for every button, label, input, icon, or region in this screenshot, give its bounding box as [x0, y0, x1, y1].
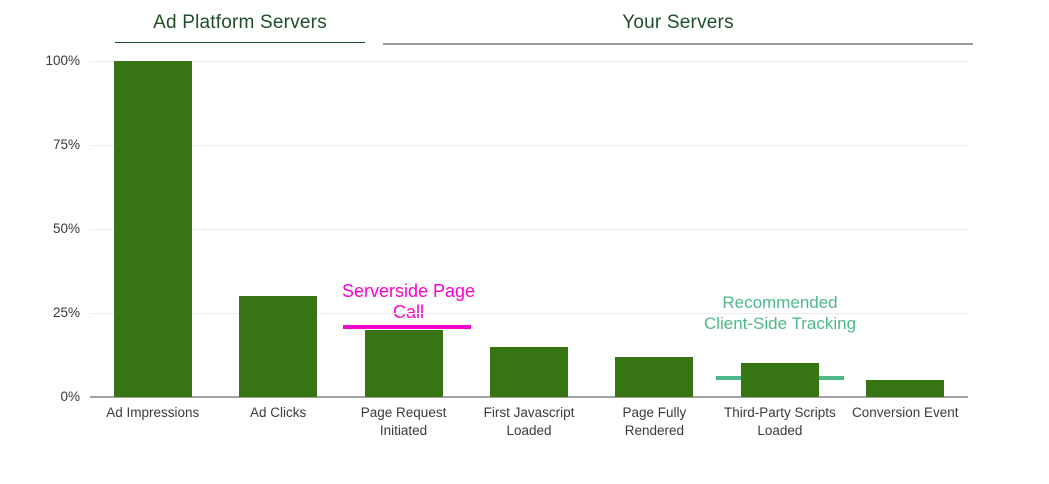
group-header-your-servers: Your Servers — [622, 12, 734, 33]
x-axis-label-first-javascript-loaded: First Javascript Loaded — [483, 405, 575, 438]
x-axis-label-third-party-scripts-loaded: Third-Party Scripts Loaded — [723, 405, 836, 438]
serverside-page-call-annotation-line — [343, 325, 471, 329]
bar-ad-impressions — [113, 61, 192, 397]
x-axis-label-ad-impressions: Ad Impressions — [106, 405, 200, 420]
y-axis-label-25: 25% — [52, 305, 80, 320]
annotation-recommended-client-side-tracking: Recommended Client-Side Tracking — [703, 293, 857, 333]
annotation-serverside-page-call: Serverside Page Call — [341, 281, 476, 322]
y-axis-label-75: 75% — [52, 137, 80, 152]
gridline-100 — [90, 61, 968, 62]
bar-page-request-initiated — [364, 329, 443, 397]
bar-ad-clicks — [239, 296, 318, 397]
x-axis-label-page-fully-rendered: Page Fully Rendered — [622, 405, 687, 438]
y-axis-label-100: 100% — [45, 53, 80, 68]
gridline-75 — [90, 145, 968, 146]
y-axis-label-0: 0% — [60, 389, 80, 404]
bar-third-party-scripts-loaded — [740, 363, 819, 397]
x-axis-label-page-request-initiated: Page Request Initiated — [360, 405, 447, 438]
bar-page-fully-rendered — [615, 356, 694, 397]
gridline-25 — [90, 313, 968, 314]
y-axis-label-50: 50% — [52, 221, 80, 236]
x-axis-baseline — [90, 396, 968, 398]
group-underline-your-servers — [383, 43, 973, 45]
bar-first-javascript-loaded — [490, 346, 568, 397]
bar-conversion-event — [866, 380, 945, 397]
x-axis-label-ad-clicks: Ad Clicks — [250, 405, 307, 420]
gridline-50 — [90, 229, 968, 230]
group-underline-ad-platform-servers — [115, 42, 365, 43]
group-header-ad-platform-servers: Ad Platform Servers — [153, 12, 327, 33]
x-axis-label-conversion-event: Conversion Event — [851, 405, 959, 420]
